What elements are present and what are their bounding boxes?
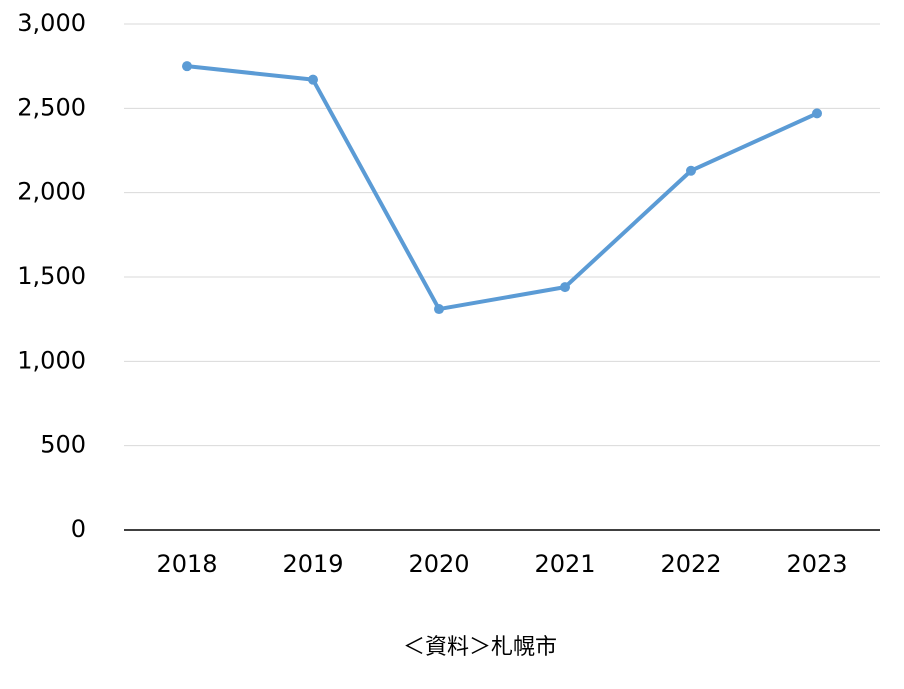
y-tick-label: 1,500: [17, 262, 86, 290]
x-tick-label: 2022: [660, 550, 721, 578]
x-tick-label: 2021: [534, 550, 595, 578]
x-tick-label: 2023: [786, 550, 847, 578]
y-tick-label: 2,500: [17, 93, 86, 121]
data-point: [182, 61, 192, 72]
data-point: [686, 165, 696, 176]
y-tick-label: 500: [40, 431, 86, 459]
source-note: ＜資料＞札幌市: [403, 635, 557, 660]
x-tick-label: 2019: [282, 550, 343, 578]
data-point: [434, 304, 444, 315]
data-point: [560, 282, 570, 293]
y-tick-label: 3,000: [17, 9, 86, 37]
x-tick-label: 2018: [156, 550, 217, 578]
data-point: [308, 74, 318, 85]
y-tick-label: 2,000: [17, 178, 86, 206]
series-line: [186, 64, 818, 312]
data-point: [812, 108, 822, 119]
y-tick-label: 1,000: [17, 346, 86, 374]
x-tick-label: 2020: [408, 550, 469, 578]
y-tick-label: 0: [71, 515, 86, 543]
